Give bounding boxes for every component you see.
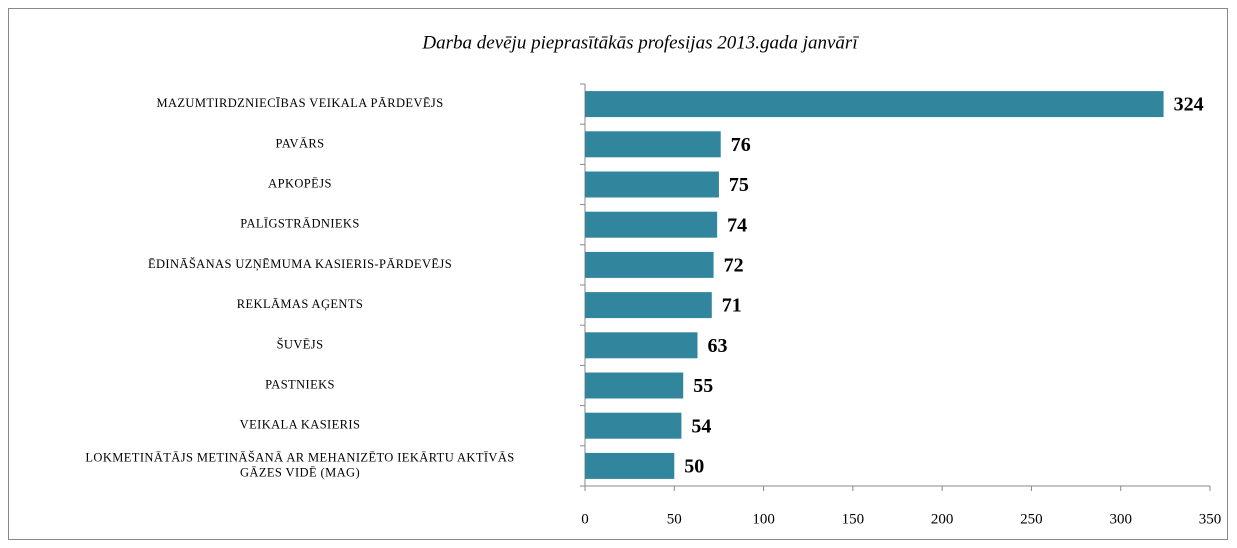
- value-label: 75: [729, 174, 749, 196]
- value-label: 63: [708, 335, 728, 357]
- bar: [585, 332, 698, 359]
- y-tick-label: MAZUMTIRDZNIECĪBAS VEIKALA PĀRDEVĒJS: [156, 96, 443, 110]
- bar: [585, 372, 684, 399]
- y-tick-label: PASTNIEKS: [265, 377, 335, 391]
- y-tick-label: ŠUVĒJS: [277, 337, 324, 351]
- value-label: 324: [1174, 94, 1204, 116]
- value-label: 71: [722, 295, 742, 317]
- y-tick-label: REKLĀMAS AĢENTS: [237, 297, 364, 311]
- y-tick-label: PALĪGSTRĀDNIEKS: [240, 217, 359, 231]
- y-tick-label: ĒDINĀŠANAS UZŅĒMUMA KASIERIS-PĀRDEVĒJS: [148, 257, 452, 271]
- bar: [585, 251, 714, 278]
- x-tick-label: 250: [1020, 511, 1043, 527]
- y-tick-label: APKOPĒJS: [268, 176, 332, 190]
- value-label: 55: [693, 375, 713, 397]
- x-tick-label: 100: [752, 511, 775, 527]
- x-tick-label: 350: [1199, 511, 1222, 527]
- bar: [585, 452, 675, 479]
- x-tick-label: 150: [842, 511, 865, 527]
- bar: [585, 211, 718, 238]
- value-label: 54: [691, 415, 711, 437]
- chart-title: Darba devēju pieprasītākās profesijas 20…: [421, 32, 859, 53]
- value-label: 72: [724, 254, 744, 276]
- value-label: 76: [731, 134, 751, 156]
- bar: [585, 171, 719, 198]
- x-tick-label: 300: [1109, 511, 1132, 527]
- value-label: 74: [727, 214, 747, 236]
- y-tick-label: LOKMETINĀTĀJS METINĀŠANĀ AR MEHANIZĒTO I…: [85, 450, 514, 479]
- bar: [585, 412, 682, 439]
- x-tick-label: 50: [667, 511, 682, 527]
- y-tick-label: PAVĀRS: [276, 136, 325, 150]
- x-tick-label: 0: [581, 511, 589, 527]
- value-label: 50: [684, 455, 704, 477]
- y-tick-label: VEIKALA KASIERIS: [240, 418, 361, 432]
- bar: [585, 131, 721, 158]
- bar: [585, 292, 712, 319]
- x-tick-label: 200: [931, 511, 954, 527]
- bar: [585, 91, 1164, 118]
